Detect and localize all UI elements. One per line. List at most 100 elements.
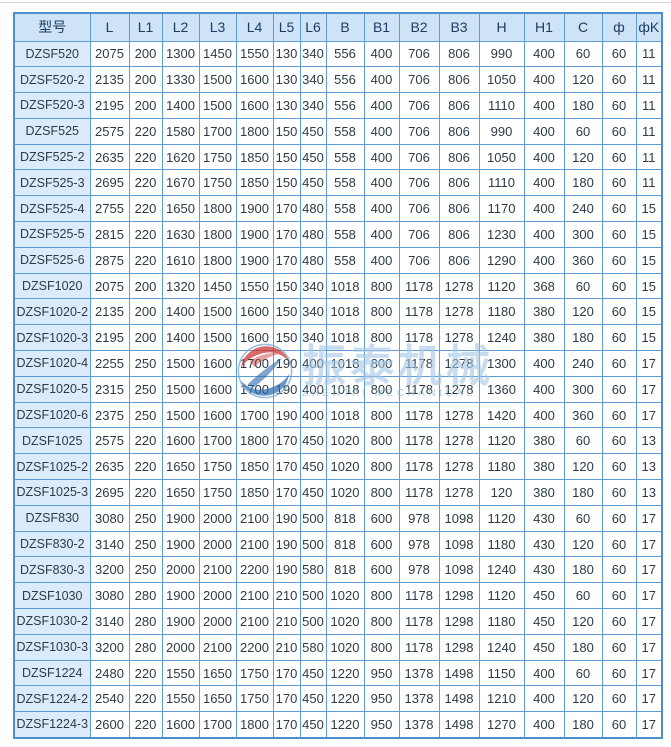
spec-cell: 1110 xyxy=(478,92,525,119)
spec-cell: 3140 xyxy=(89,530,130,558)
spec-cell: 340 xyxy=(299,66,327,94)
spec-cell: 2100 xyxy=(235,504,274,532)
spec-cell: 2815 xyxy=(89,221,130,248)
spec-cell: 1120 xyxy=(478,504,525,532)
spec-cell: 210 xyxy=(272,582,301,610)
table-row: DZSF1020-3 2195 200 1400 1500 1600 150 340 1018 8… xyxy=(13,324,663,352)
spec-cell: 706 xyxy=(398,92,440,119)
spec-cell: 1630 xyxy=(161,221,200,248)
spec-cell: 556 xyxy=(325,40,365,68)
spec-cell: 60 xyxy=(601,608,637,635)
table-row: DZSF1030-2 3140 280 1900 2000 2100 210 500 1020 8… xyxy=(13,608,663,635)
spec-cell: 1220 xyxy=(325,685,365,713)
spec-cell: 170 xyxy=(272,221,301,248)
spec-cell: 1500 xyxy=(198,66,237,94)
table-row: DZSF1025-2 2635 220 1650 1750 1850 170 450 1020 8… xyxy=(13,453,663,481)
spec-cell: 1178 xyxy=(398,582,440,610)
spec-cell: 800 xyxy=(363,479,400,506)
spec-cell: 1098 xyxy=(438,504,480,532)
spec-cell: 1220 xyxy=(325,659,365,687)
column-header: B3 xyxy=(438,12,480,42)
spec-cell: 950 xyxy=(363,685,400,713)
spec-cell: 11 xyxy=(635,143,663,171)
spec-cell: 130 xyxy=(272,92,301,119)
spec-cell: 1120 xyxy=(478,582,525,610)
spec-cell: 1550 xyxy=(235,272,274,300)
spec-cell: 220 xyxy=(128,246,163,274)
spec-cell: 1600 xyxy=(235,66,274,94)
spec-cell: 2315 xyxy=(89,375,130,403)
spec-cell: 120 xyxy=(563,608,603,635)
model-column-header: 型号 xyxy=(13,12,91,42)
spec-cell: 380 xyxy=(523,453,565,481)
spec-cell: 950 xyxy=(363,659,400,687)
spec-cell: 1850 xyxy=(235,169,274,197)
spec-cell: 1500 xyxy=(198,298,237,326)
spec-cell: 120 xyxy=(563,298,603,326)
spec-cell: 818 xyxy=(325,530,365,558)
spec-cell: 1178 xyxy=(398,350,440,377)
spec-cell: 1620 xyxy=(161,143,200,171)
spec-cell: 340 xyxy=(299,272,327,300)
spec-cell: 200 xyxy=(128,40,163,68)
spec-cell: 170 xyxy=(272,453,301,481)
spec-cell: 1700 xyxy=(198,117,237,145)
spec-cell: 1278 xyxy=(438,375,480,403)
spec-cell: 706 xyxy=(398,143,440,171)
spec-cell: 706 xyxy=(398,195,440,223)
spec-cell: 2195 xyxy=(89,324,130,352)
table-row: DZSF1020-2 2135 200 1400 1500 1600 150 340 1018 8… xyxy=(13,298,663,326)
table-row: DZSF1020-6 2375 250 1500 1600 1700 190 400 1018 8… xyxy=(13,401,663,429)
spec-cell: 1170 xyxy=(478,195,525,223)
spec-cell: 3200 xyxy=(89,556,130,584)
spec-cell: 558 xyxy=(325,169,365,197)
table-row: DZSF525 2575 220 1580 1700 1800 150 450 558 400 70… xyxy=(13,117,663,145)
spec-cell: 1210 xyxy=(478,685,525,713)
spec-cell: 170 xyxy=(272,427,301,455)
spec-cell: 2255 xyxy=(89,350,130,377)
spec-cell: 190 xyxy=(272,375,301,403)
spec-cell: 220 xyxy=(128,659,163,687)
spec-cell: 2480 xyxy=(89,659,130,687)
spec-cell: 170 xyxy=(272,479,301,506)
spec-cell: 2755 xyxy=(89,195,130,223)
spec-cell: 2635 xyxy=(89,453,130,481)
spec-cell: 450 xyxy=(299,427,327,455)
spec-cell: 150 xyxy=(272,117,301,145)
spec-cell: 1178 xyxy=(398,375,440,403)
spec-cell: 190 xyxy=(272,401,301,429)
column-header: L3 xyxy=(198,12,237,42)
spec-cell: 220 xyxy=(128,711,163,739)
spec-cell: 800 xyxy=(363,427,400,455)
spec-cell: 130 xyxy=(272,40,301,68)
spec-cell: 1650 xyxy=(161,195,200,223)
spec-cell: 950 xyxy=(363,711,400,739)
spec-cell: 2695 xyxy=(89,479,130,506)
spec-cell: 1600 xyxy=(161,711,200,739)
spec-cell: 340 xyxy=(299,92,327,119)
model-cell: DZSF525-5 xyxy=(13,221,91,248)
spec-cell: 1178 xyxy=(398,633,440,661)
spec-cell: 2000 xyxy=(161,633,200,661)
model-cell: DZSF520-2 xyxy=(13,66,91,94)
model-cell: DZSF1020-3 xyxy=(13,324,91,352)
model-cell: DZSF1025 xyxy=(13,427,91,455)
spec-cell: 818 xyxy=(325,556,365,584)
spec-cell: 170 xyxy=(272,711,301,739)
spec-cell: 2000 xyxy=(161,556,200,584)
spec-cell: 280 xyxy=(128,582,163,610)
spec-cell: 400 xyxy=(363,92,400,119)
model-cell: DZSF525 xyxy=(13,117,91,145)
spec-cell: 120 xyxy=(563,66,603,94)
spec-cell: 580 xyxy=(299,633,327,661)
spec-cell: 1700 xyxy=(198,711,237,739)
spec-cell: 11 xyxy=(635,117,663,145)
spec-cell: 1800 xyxy=(198,195,237,223)
spec-cell: 400 xyxy=(523,143,565,171)
spec-cell: 2000 xyxy=(198,530,237,558)
spec-cell: 2000 xyxy=(198,582,237,610)
spec-cell: 1400 xyxy=(161,92,200,119)
spec-cell: 1178 xyxy=(398,453,440,481)
model-cell: DZSF1020-6 xyxy=(13,401,91,429)
